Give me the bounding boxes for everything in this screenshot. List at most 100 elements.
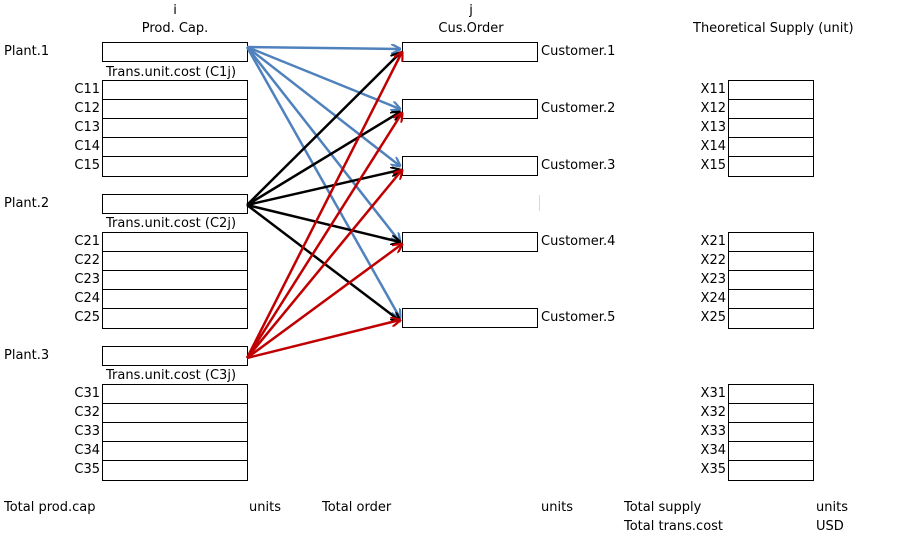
arrow-p1-c3: [246, 46, 400, 166]
arrow-p2-c1: [246, 53, 400, 206]
plant-2-trans-cost-label: Trans.unit.cost (C2j): [106, 216, 237, 231]
plant-1-capacity-input[interactable]: [102, 42, 248, 62]
supply-cell[interactable]: [729, 100, 813, 119]
plant-1-trans-cost-label: Trans.unit.cost (C1j): [106, 65, 237, 80]
cost-input[interactable]: [103, 119, 247, 138]
plant-2-supply-outputs: [728, 232, 814, 329]
cost-label: C33: [74, 424, 100, 439]
prod-cap-header: Prod. Cap.: [141, 21, 209, 36]
customer-1-label: Customer.1: [541, 44, 616, 59]
cost-input[interactable]: [103, 252, 247, 271]
cost-label: C22: [74, 253, 100, 268]
cost-input[interactable]: [103, 404, 247, 423]
supply-label: X31: [700, 386, 726, 401]
theoretical-supply-header: Theoretical Supply (unit): [693, 21, 854, 36]
cost-input[interactable]: [103, 157, 247, 176]
cost-input[interactable]: [103, 385, 247, 404]
supply-cell[interactable]: [729, 461, 813, 480]
cost-input[interactable]: [103, 290, 247, 309]
cost-input[interactable]: [103, 442, 247, 461]
prod-cap-units-label: units: [249, 500, 281, 515]
plant-2-arrows: [246, 53, 400, 321]
index-i-label: i: [173, 3, 177, 18]
supply-cell[interactable]: [729, 385, 813, 404]
plant-3-arrows: [245, 52, 402, 360]
supply-label: X25: [700, 310, 726, 325]
cost-label: C34: [74, 443, 100, 458]
total-trans-cost-label: Total trans.cost: [624, 519, 724, 534]
supply-cell[interactable]: [729, 81, 813, 100]
supply-label: X13: [700, 120, 726, 135]
supply-units-label: units: [816, 500, 848, 515]
supply-cell[interactable]: [729, 157, 813, 176]
plant-1-supply-outputs: [728, 80, 814, 177]
divider: [539, 195, 540, 211]
supply-cell[interactable]: [729, 138, 813, 157]
arrow-p1-c4: [246, 46, 400, 242]
trans-cost-currency-label: USD: [816, 519, 844, 534]
cost-label: C35: [74, 462, 100, 477]
arrow-p3-c3: [246, 170, 402, 359]
supply-cell[interactable]: [729, 233, 813, 252]
cost-label: C13: [74, 120, 100, 135]
arrow-p2-c5: [246, 204, 400, 321]
plant-3-cost-inputs: [102, 384, 248, 481]
supply-cell[interactable]: [729, 252, 813, 271]
total-prod-cap-label: Total prod.cap: [4, 500, 96, 515]
supply-cell[interactable]: [729, 442, 813, 461]
plant-1-arrows: [245, 46, 400, 318]
cost-input[interactable]: [103, 271, 247, 290]
arrow-p3-c5: [246, 320, 400, 360]
supply-label: X35: [700, 462, 726, 477]
supply-label: X34: [700, 443, 726, 458]
supply-label: X32: [700, 405, 726, 420]
supply-cell[interactable]: [729, 309, 813, 328]
cost-input[interactable]: [103, 461, 247, 480]
plant-2-label: Plant.2: [4, 196, 50, 211]
plant-3-supply-outputs: [728, 384, 814, 481]
cost-label: C11: [74, 82, 100, 97]
supply-label: X21: [700, 234, 726, 249]
supply-cell[interactable]: [729, 423, 813, 442]
supply-cell[interactable]: [729, 290, 813, 309]
total-order-label: Total order: [322, 500, 392, 515]
plant-3-trans-cost-label: Trans.unit.cost (C3j): [106, 368, 237, 383]
cost-input[interactable]: [103, 100, 247, 119]
plant-1-cost-inputs: [102, 80, 248, 177]
cost-input[interactable]: [103, 309, 247, 328]
customer-5-label: Customer.5: [541, 310, 616, 325]
arrow-p2-c3: [246, 170, 400, 207]
supply-cell[interactable]: [729, 271, 813, 290]
cost-input[interactable]: [103, 423, 247, 442]
supply-label: X24: [700, 291, 726, 306]
arrow-p1-c1: [246, 47, 400, 49]
order-units-label: units: [541, 500, 573, 515]
cost-label: C12: [74, 101, 100, 116]
customer-3-label: Customer.3: [541, 158, 616, 173]
plant-2-cost-inputs: [102, 232, 248, 329]
plant-3-label: Plant.3: [4, 348, 50, 363]
supply-label: X33: [700, 424, 726, 439]
cost-label: C14: [74, 139, 100, 154]
supply-label: X22: [700, 253, 726, 268]
supply-label: X14: [700, 139, 726, 154]
supply-label: X15: [700, 158, 726, 173]
cost-input[interactable]: [103, 233, 247, 252]
cost-label: C31: [74, 386, 100, 401]
supply-cell[interactable]: [729, 119, 813, 138]
supply-cell[interactable]: [729, 404, 813, 423]
cost-input[interactable]: [103, 138, 247, 157]
cost-label: C24: [74, 291, 100, 306]
customer-2-label: Customer.2: [541, 101, 616, 116]
cost-input[interactable]: [103, 81, 247, 100]
arrow-p2-c2: [246, 112, 400, 207]
arrow-p3-c4: [246, 244, 402, 360]
cost-label: C23: [74, 272, 100, 287]
arrow-p2-c4: [246, 203, 400, 242]
supply-label: X23: [700, 272, 726, 287]
customer-4-label: Customer.4: [541, 234, 616, 249]
supply-label: X11: [700, 82, 726, 97]
cus-order-header: Cus.Order: [438, 21, 504, 36]
cost-label: C25: [74, 310, 100, 325]
